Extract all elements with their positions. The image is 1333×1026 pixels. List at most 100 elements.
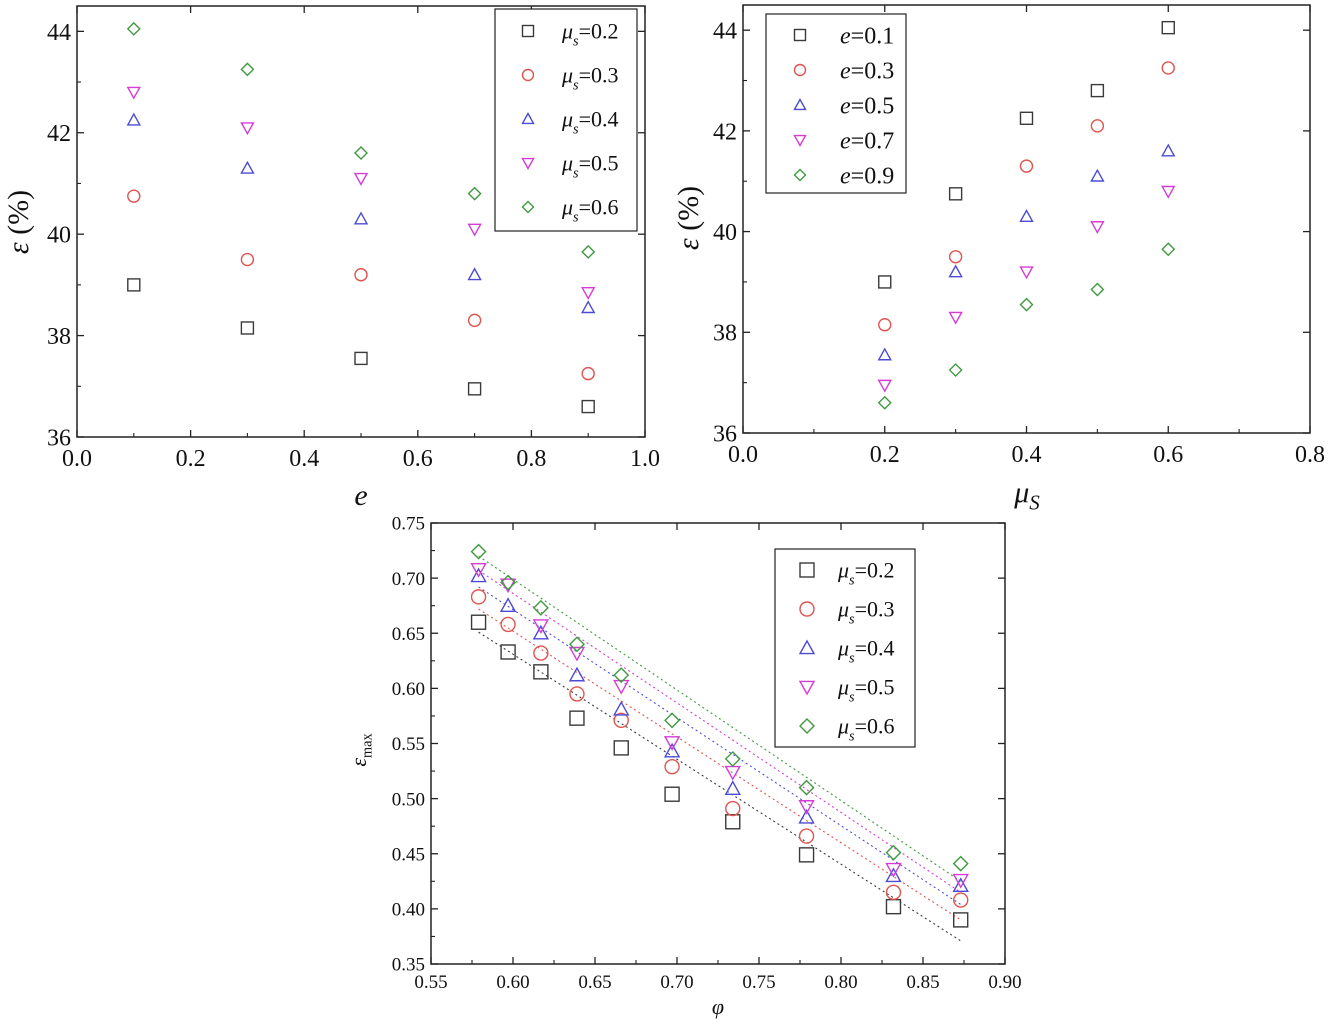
data-point bbox=[1090, 168, 1105, 182]
legend-label: μs=0.4 bbox=[561, 107, 619, 138]
y-tick-label: 38 bbox=[47, 324, 71, 350]
legend-label: μs=0.5 bbox=[837, 675, 895, 706]
data-point bbox=[663, 742, 681, 758]
legend-marker bbox=[799, 601, 815, 617]
x-tick-label: 0.65 bbox=[578, 972, 611, 993]
legend-marker bbox=[798, 680, 816, 696]
y-tick-label: 0.40 bbox=[392, 900, 425, 921]
data-point bbox=[240, 321, 255, 335]
x-tick-label: 0.85 bbox=[906, 972, 939, 993]
data-point bbox=[470, 543, 487, 560]
legend-label: μs=0.6 bbox=[837, 714, 895, 745]
data-point bbox=[581, 300, 596, 314]
data-point bbox=[533, 645, 549, 661]
data-point bbox=[798, 847, 815, 863]
fit-line-3 bbox=[478, 586, 962, 905]
legend-marker bbox=[793, 168, 807, 182]
data-point bbox=[953, 892, 969, 908]
legend-marker bbox=[521, 68, 535, 82]
legend-marker bbox=[521, 157, 535, 170]
y-tick-label: 44 bbox=[713, 19, 737, 45]
y-axis-title: εmax bbox=[346, 733, 376, 766]
x-tick-label: 0.2 bbox=[870, 442, 900, 468]
y-tick-label: 44 bbox=[47, 20, 71, 46]
data-point bbox=[126, 112, 141, 126]
legend-marker bbox=[521, 200, 535, 214]
legend-label: μs=0.2 bbox=[837, 558, 895, 589]
data-point bbox=[1161, 185, 1176, 199]
data-point bbox=[1019, 111, 1034, 125]
data-point bbox=[948, 187, 963, 201]
data-point bbox=[532, 619, 550, 634]
x-axis-title: φ bbox=[712, 994, 724, 1019]
data-point bbox=[240, 252, 255, 267]
series-1 bbox=[127, 278, 595, 414]
data-point bbox=[885, 844, 902, 861]
data-point bbox=[877, 347, 892, 361]
data-point bbox=[613, 667, 630, 684]
data-point bbox=[568, 636, 585, 653]
legend-label: μs=0.3 bbox=[837, 597, 895, 628]
data-point bbox=[467, 186, 482, 201]
y-tick-label: 40 bbox=[47, 223, 71, 249]
series-5 bbox=[470, 543, 969, 872]
data-point bbox=[885, 867, 902, 883]
data-point bbox=[127, 189, 141, 203]
legend-label: e=0.5 bbox=[840, 93, 894, 119]
data-point bbox=[953, 912, 969, 928]
data-point bbox=[126, 86, 141, 100]
series-5 bbox=[126, 21, 596, 259]
legend-marker bbox=[521, 112, 535, 125]
legend: μs=0.2 μs=0.3 μs=0.4 μs=0.5 μs=0.6 bbox=[494, 8, 638, 232]
x-tick-label: 0.8 bbox=[1295, 442, 1325, 468]
x-tick-label: 0.8 bbox=[516, 446, 546, 472]
legend-label: μs=0.2 bbox=[561, 19, 619, 50]
x-tick-label: 0.0 bbox=[728, 442, 758, 468]
data-point bbox=[948, 311, 963, 325]
data-point bbox=[354, 351, 368, 366]
legend-label: μs=0.3 bbox=[561, 63, 619, 94]
x-tick-label: 0.75 bbox=[742, 972, 775, 993]
data-point bbox=[1019, 209, 1034, 222]
series-3 bbox=[126, 112, 596, 314]
data-point bbox=[240, 160, 255, 174]
data-point bbox=[240, 62, 255, 77]
y-tick-label: 0.70 bbox=[392, 569, 425, 590]
series-1 bbox=[878, 20, 1175, 289]
fit-line-1 bbox=[478, 631, 962, 942]
data-point bbox=[613, 740, 629, 756]
data-point bbox=[952, 855, 969, 872]
y-tick-label: 36 bbox=[713, 421, 737, 447]
data-point bbox=[581, 244, 596, 259]
data-point bbox=[952, 873, 969, 889]
data-point bbox=[878, 275, 892, 289]
x-tick-label: 0.80 bbox=[824, 972, 857, 993]
legend-label: μs=0.6 bbox=[561, 195, 619, 226]
data-point bbox=[1161, 143, 1176, 157]
legend-marker bbox=[793, 63, 807, 77]
legend-label: e=0.7 bbox=[840, 128, 894, 154]
data-point bbox=[354, 268, 368, 282]
chart-3: 0.55 0.60 0.65 0.70 0.75 0.80 0.85 0.90 0.35 0.40… bbox=[346, 514, 1022, 1019]
data-point bbox=[948, 264, 963, 278]
data-point bbox=[353, 172, 369, 186]
data-point bbox=[470, 614, 487, 630]
data-point bbox=[1090, 221, 1105, 234]
legend-label: e=0.9 bbox=[840, 163, 894, 189]
data-point bbox=[500, 616, 516, 633]
y-tick-label: 0.35 bbox=[392, 955, 425, 976]
y-axis-title: ε (%) bbox=[2, 190, 35, 254]
fit-line-2 bbox=[478, 608, 962, 921]
data-point bbox=[725, 814, 741, 830]
y-tick-label: 42 bbox=[713, 119, 737, 145]
x-tick-label: 0.6 bbox=[403, 446, 433, 472]
data-point bbox=[798, 779, 815, 796]
y-tick-label: 0.55 bbox=[392, 734, 425, 755]
data-point bbox=[1019, 297, 1034, 312]
data-point bbox=[500, 644, 516, 660]
data-point bbox=[569, 686, 585, 702]
data-point bbox=[663, 736, 681, 751]
data-point bbox=[581, 366, 595, 381]
data-point bbox=[1161, 242, 1176, 257]
x-tick-label: 0.4 bbox=[289, 446, 319, 472]
